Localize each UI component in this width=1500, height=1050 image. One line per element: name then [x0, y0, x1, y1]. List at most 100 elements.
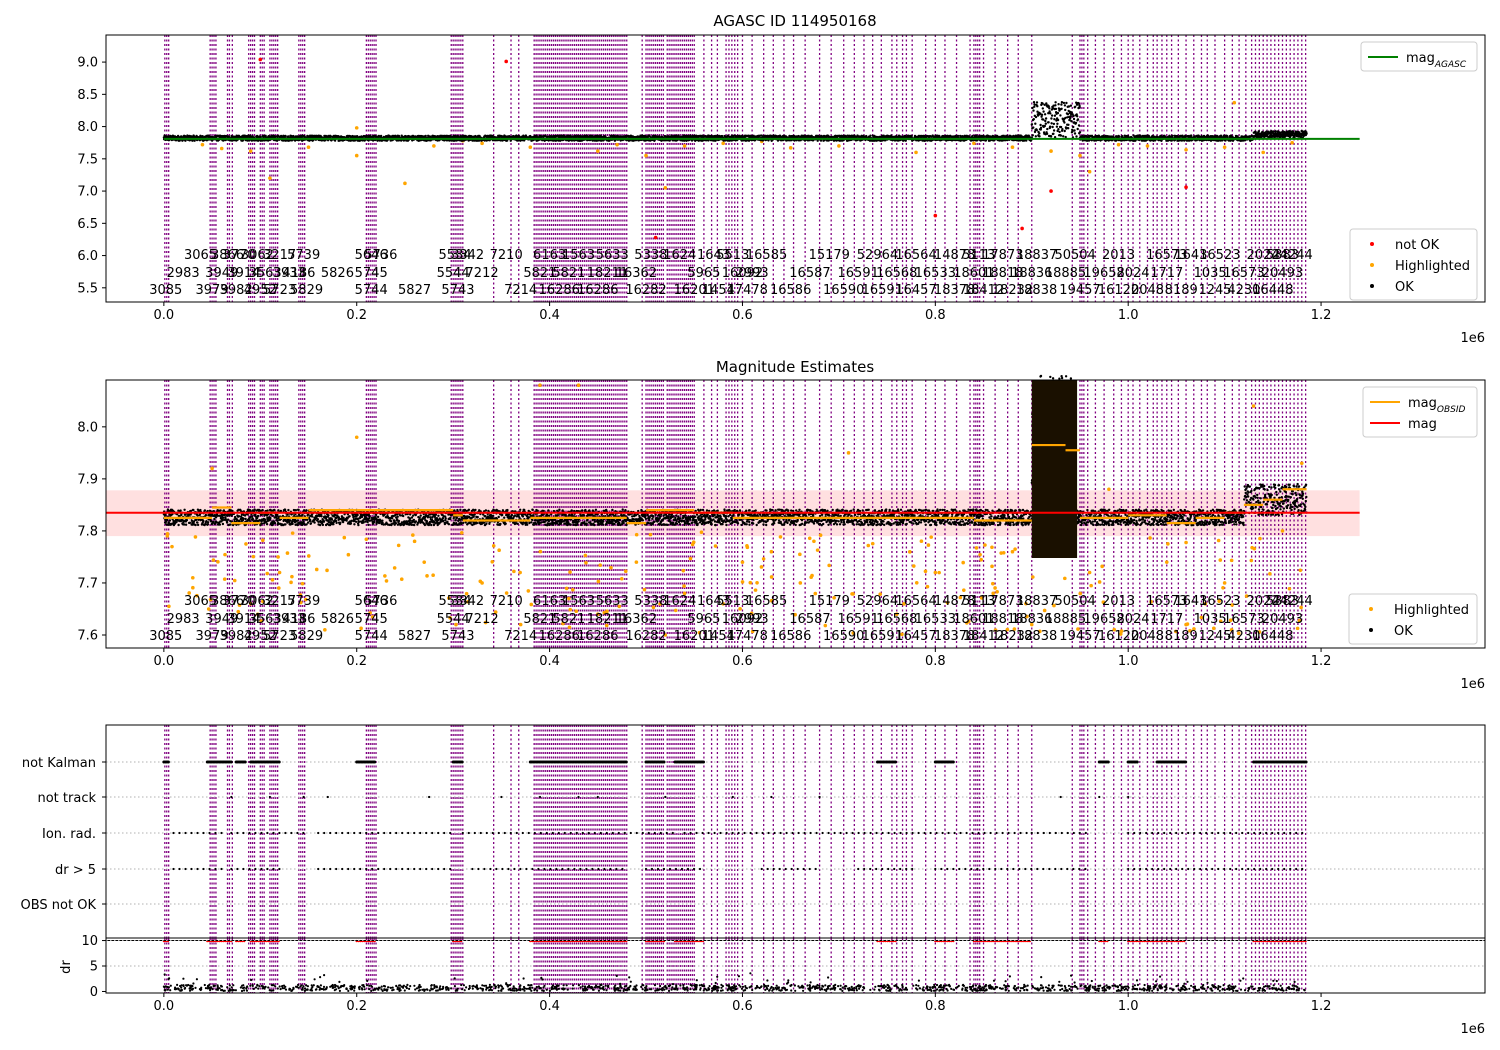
x-tick-label: 1.0 [1118, 999, 1139, 1014]
obsid-label: 3949 [205, 266, 238, 281]
highlighted-point [753, 588, 758, 592]
highlighted-point [673, 608, 678, 613]
obsid-label: 1624 [663, 248, 696, 263]
obsid-label: 3217 [263, 248, 296, 263]
highlighted-point [480, 141, 484, 146]
highlighted-point [1229, 628, 1234, 632]
obsid-label: 16568 [876, 612, 917, 627]
x-tick-label: 1.2 [1311, 308, 1332, 323]
dr-point-cluster [162, 972, 1306, 993]
obsid-label: 1454 [702, 629, 735, 644]
highlighted-point [191, 585, 195, 590]
highlighted-point [568, 607, 573, 612]
obsid-label: 3914 [227, 612, 260, 627]
obsid-label: 17873 [982, 248, 1023, 263]
highlighted-point [1211, 626, 1216, 631]
obsid-label: 18838 [1016, 283, 1057, 298]
obsid-label: 20493 [1262, 612, 1303, 627]
highlighted-point [1280, 529, 1285, 533]
dr-axes: 0.0 0.2 0.4 0.6 0.8 1.0 1.2 0 5 10 dr 1e6 [59, 934, 1486, 1037]
highlighted-point [721, 141, 725, 146]
highlighted-point [526, 589, 531, 593]
obsid-label: 3062 [241, 248, 274, 263]
obsid-label: 3342 [451, 594, 484, 609]
highlighted-point [359, 626, 363, 631]
highlighted-point [290, 531, 295, 535]
chart-title: AGASC ID 114950168 [713, 12, 876, 30]
highlighted-point [1005, 627, 1010, 632]
highlighted-point [1222, 581, 1227, 585]
highlighted-point [907, 550, 912, 554]
highlighted-point [298, 593, 303, 597]
highlighted-point [1145, 144, 1150, 148]
obsid-label: 16591 [838, 612, 879, 627]
highlighted-point [1251, 404, 1256, 408]
highlighted-point [512, 569, 516, 574]
highlighted-point [459, 530, 464, 535]
highlighted-point [1107, 487, 1111, 492]
obsid-label: 18601 [953, 266, 994, 281]
highlighted-point [596, 149, 600, 153]
obsid-label: 18885 [1045, 266, 1086, 281]
obsid-label: 8189 [1165, 629, 1198, 644]
highlighted-point [721, 601, 725, 606]
obsid-label: 5965 [687, 266, 720, 281]
obsid-label: 3949 [205, 612, 238, 627]
highlighted-point [208, 597, 213, 602]
highlighted-point [364, 537, 369, 542]
highlighted-point [1100, 564, 1104, 569]
obsid-label: 3979 [196, 629, 229, 644]
obsid-label: 16457 [895, 283, 936, 298]
obsid-label: 3933 [273, 266, 306, 281]
highlighted-point [1216, 538, 1221, 543]
obsid-label: 52964 [857, 594, 898, 609]
highlighted-point [528, 145, 533, 150]
obsid-label: 16586 [770, 629, 811, 644]
legend-subscript: AGASC [1434, 60, 1467, 70]
obsid-label: 5513 [716, 594, 749, 609]
obsid-label: 16092 [722, 612, 763, 627]
y-tick-label: 10 [81, 934, 98, 949]
obsid-label: 3342 [451, 248, 484, 263]
highlighted-point [483, 620, 488, 625]
highlighted-point [990, 545, 994, 550]
obsid-label: 5826 [321, 266, 354, 281]
highlighted-point [538, 549, 543, 554]
highlighted-point [306, 554, 311, 558]
obsid-label: 1563 [562, 248, 595, 263]
highlighted-point [431, 573, 435, 577]
highlighted-point [1164, 560, 1169, 564]
highlighted-point [190, 575, 195, 580]
highlighted-point [1236, 631, 1241, 636]
obsid-label: 3085 [149, 629, 182, 644]
ok-point-cluster [1030, 101, 1082, 139]
highlighted-point [798, 552, 802, 557]
highlighted-point [1218, 619, 1223, 624]
highlighted-point [1013, 547, 1017, 551]
x-tick-label: 0.0 [154, 308, 175, 323]
y-tick-label: 7.5 [77, 152, 98, 167]
highlighted-point [990, 581, 995, 586]
obsid-label: 3770 [223, 594, 256, 609]
obsid-label: 5744 [355, 283, 388, 298]
highlighted-point [1029, 622, 1034, 627]
highlighted-point [289, 580, 293, 585]
x-tick-label: 0.6 [732, 308, 753, 323]
obsid-label: 16564 [895, 594, 936, 609]
highlighted-point [807, 536, 812, 541]
highlighted-point [925, 584, 930, 589]
highlighted-point [314, 567, 319, 572]
highlighted-point [991, 591, 995, 596]
legend-dot-swatch [1370, 263, 1374, 267]
obsid-label: 3563 [249, 266, 282, 281]
highlighted-point [812, 539, 816, 544]
not-ok-point [653, 235, 658, 240]
highlighted-point [1290, 140, 1294, 145]
obsid-label: 18211 [587, 612, 628, 627]
legend-box [1362, 386, 1478, 438]
obsid-label: 1245 [1198, 283, 1231, 298]
highlighted-point [1097, 580, 1102, 584]
x-tick-label: 0.8 [925, 308, 946, 323]
obsid-label: 5633 [596, 594, 629, 609]
